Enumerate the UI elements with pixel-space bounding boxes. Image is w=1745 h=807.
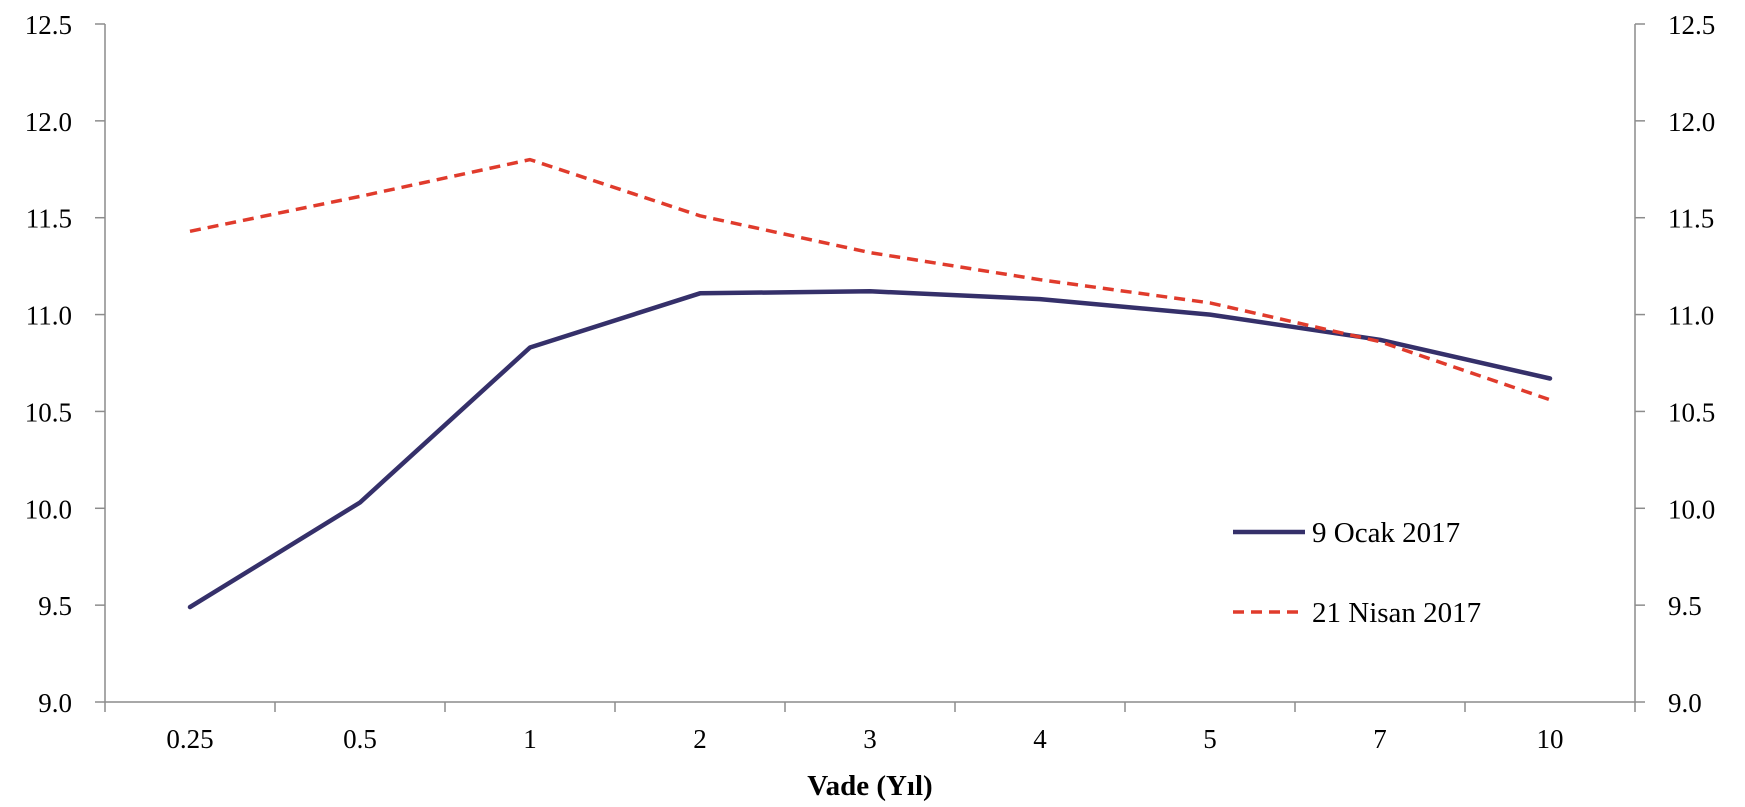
series-line-2 bbox=[189, 157, 1551, 402]
axes: 9.0 9.09.5 9.510.0 10.010.5 10.511.0 11.011.5… bbox=[25, 10, 1716, 754]
y-tick-label-left: 12.5 bbox=[25, 10, 72, 40]
legend-label-1: 9 Ocak 2017 bbox=[1312, 517, 1460, 549]
x-tick-label: 2 bbox=[693, 724, 707, 754]
y-tick-label-left: 9.5 bbox=[38, 591, 72, 621]
y-tick-label-left: 11.0 bbox=[26, 301, 72, 331]
x-tick-label: 0.5 bbox=[343, 724, 377, 754]
y-tick-label-right: 12.5 bbox=[1668, 10, 1715, 40]
y-tick-label-left: 11.5 bbox=[26, 204, 72, 234]
x-tick-label: 7 bbox=[1373, 724, 1387, 754]
x-axis-title: Vade (Yıl) bbox=[807, 770, 932, 802]
y-tick-label-left: 9.0 bbox=[38, 688, 72, 718]
x-tick-label: 3 bbox=[863, 724, 877, 754]
y-tick-label-right: 11.0 bbox=[1668, 301, 1714, 331]
y-tick-label-right: 12.0 bbox=[1668, 107, 1715, 137]
y-tick-label-right: 10.5 bbox=[1668, 397, 1715, 427]
y-tick-label-left: 10.5 bbox=[25, 397, 72, 427]
x-tick-label: 0.25 bbox=[166, 724, 213, 754]
x-tick-label: 1 bbox=[523, 724, 537, 754]
y-tick-label-right: 10.0 bbox=[1668, 494, 1715, 524]
y-tick-label-right: 9.5 bbox=[1668, 591, 1702, 621]
series-line-1 bbox=[187, 289, 1553, 610]
legend-label-2: 21 Nisan 2017 bbox=[1312, 597, 1481, 629]
y-tick-label-right: 11.5 bbox=[1668, 204, 1714, 234]
x-tick-label: 4 bbox=[1033, 724, 1047, 754]
series-layer bbox=[187, 157, 1553, 610]
y-tick-label-right: 9.0 bbox=[1668, 688, 1702, 718]
legend: 9 Ocak 2017 21 Nisan 2017 bbox=[1233, 517, 1481, 629]
x-tick-label: 5 bbox=[1203, 724, 1217, 754]
y-tick-label-left: 12.0 bbox=[25, 107, 72, 137]
x-tick-label: 10 bbox=[1537, 724, 1564, 754]
y-tick-label-left: 10.0 bbox=[25, 494, 72, 524]
